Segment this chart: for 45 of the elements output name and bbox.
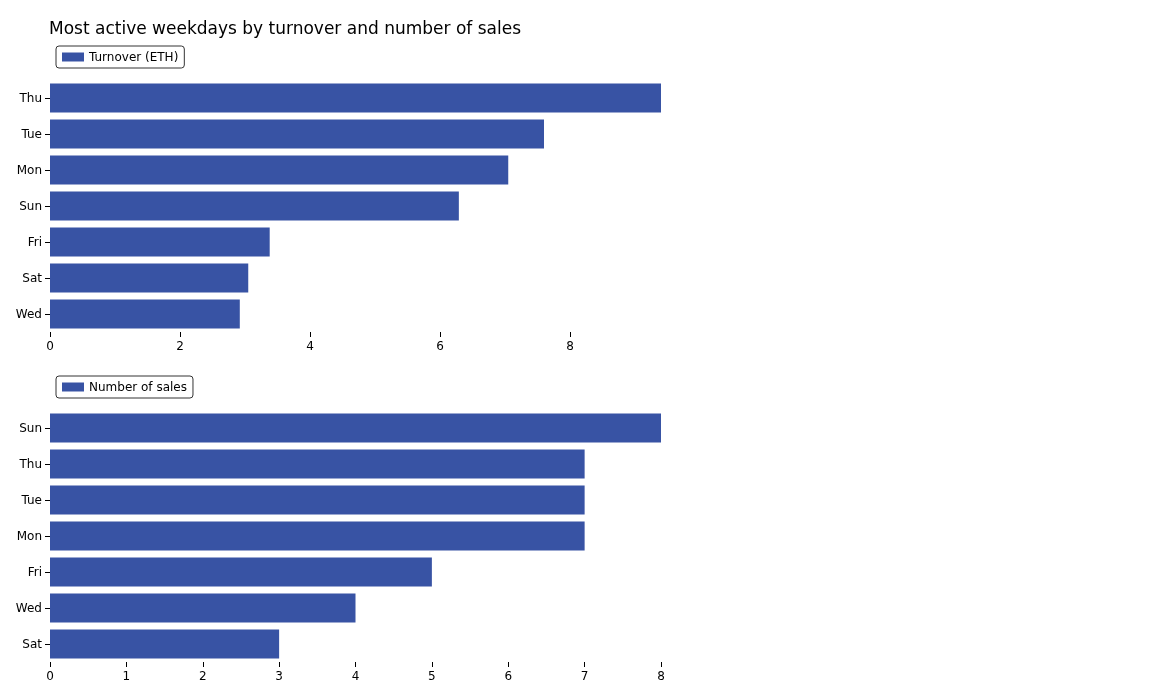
bar [50,629,280,659]
x-tick-label: 6 [436,339,444,353]
y-tick-label: Mon [16,529,42,543]
bar [50,263,249,293]
y-tick-label: Wed [15,307,42,321]
bar [50,485,585,515]
bar [50,593,356,623]
y-tick-label: Tue [20,127,42,141]
y-tick-label: Thu [18,91,42,105]
x-tick-label: 6 [504,669,513,683]
y-tick-label: Wed [15,601,42,615]
x-tick-label: 8 [657,669,665,683]
y-tick-label: Sat [22,271,43,285]
x-tick-label: 3 [275,669,283,683]
x-tick-label: 8 [566,339,574,353]
chart-title: Most active weekdays by turnover and number of sales [49,17,522,38]
x-tick-label: 7 [580,669,589,683]
x-tick-label: 4 [306,339,314,353]
y-tick-label: Mon [16,163,42,177]
bar [50,521,585,551]
x-tick-label: 2 [176,339,184,353]
bar [50,83,661,113]
y-tick-label: Fri [27,235,42,249]
legend-label: Turnover (ETH) [88,50,179,64]
bar [50,191,459,221]
y-tick-label: Fri [27,565,42,579]
bar [50,413,661,443]
legend-label: Number of sales [89,380,187,394]
bar [50,155,509,185]
bar [50,119,544,149]
y-tick-label: Tue [20,493,42,507]
y-tick-label: Sat [22,637,43,651]
y-tick-label: Thu [18,457,42,471]
x-tick-label: 2 [198,669,207,683]
x-tick-label: 1 [122,669,131,683]
x-tick-label: 5 [428,669,436,683]
x-tick-label: 0 [46,669,54,683]
x-tick-label: 0 [46,339,54,353]
y-tick-label: Sun [19,421,42,435]
bar [50,449,585,479]
bar [50,299,240,329]
x-tick-label: 4 [351,669,360,683]
bar [50,557,432,587]
bar [50,227,270,257]
y-tick-label: Sun [19,199,42,213]
